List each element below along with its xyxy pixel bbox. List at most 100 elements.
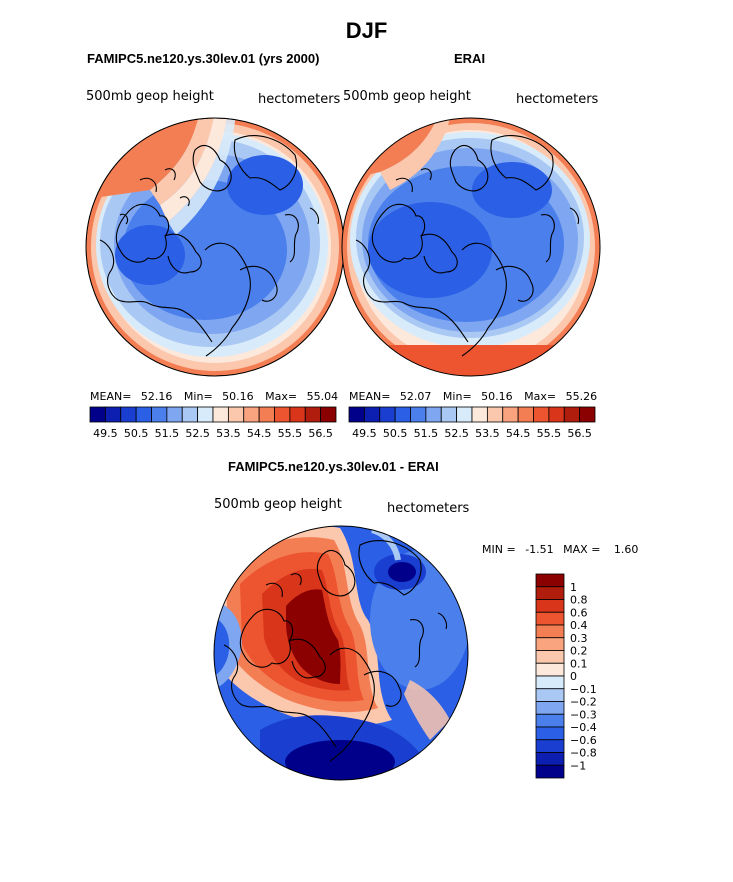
- mean-value: 52.16: [140, 390, 173, 403]
- colorbar-tick-label: 53.5: [216, 427, 241, 440]
- panel3-variable-label: 500mb geop height: [214, 497, 342, 512]
- colorbar-swatch: [348, 406, 365, 423]
- max-label: MAX =: [563, 543, 601, 556]
- colorbar-swatch: [535, 662, 565, 677]
- colorbar-tick-label: 50.5: [124, 427, 149, 440]
- max-label: Max=: [265, 390, 298, 403]
- colorbar-swatch: [394, 406, 411, 423]
- min-label: Min=: [442, 390, 472, 403]
- max-value: 1.60: [613, 543, 639, 556]
- colorbar-swatch: [502, 406, 519, 423]
- colorbar-swatch: [197, 406, 214, 423]
- colorbar-tick-label: −0.2: [570, 696, 597, 709]
- min-value: 50.16: [481, 390, 513, 403]
- colorbar-swatch: [535, 675, 565, 690]
- colorbar-swatch: [289, 406, 306, 423]
- difference-colorbar: 10.80.60.40.30.20.10−0.1−0.2−0.3−0.4−0.6…: [535, 573, 597, 779]
- panel1-map: [86, 118, 344, 376]
- panel1-variable-label: 500mb geop height: [86, 89, 214, 104]
- panel1-title: FAMIPC5.ne120.ys.30lev.01 (yrs 2000): [87, 51, 320, 66]
- colorbar-swatch: [410, 406, 427, 423]
- colorbar-tick-label: 54.5: [247, 427, 272, 440]
- colorbar-tick-label: 0.4: [570, 619, 588, 632]
- colorbar-swatch: [425, 406, 442, 423]
- colorbar-swatch: [363, 406, 381, 423]
- min-label: Min=: [183, 390, 213, 403]
- colorbar-tick-label: −0.3: [570, 708, 597, 721]
- panel2-map: [342, 118, 600, 376]
- colorbar-swatch: [535, 599, 565, 613]
- colorbar-swatch: [533, 406, 550, 423]
- panel3-units-label: hectometers: [387, 501, 470, 516]
- mean-label: MEAN=: [90, 390, 132, 403]
- max-value: 55.26: [565, 390, 598, 403]
- colorbar-swatch: [535, 624, 565, 639]
- panel2-title: ERAI: [454, 51, 486, 66]
- panel2-variable-label: 500mb geop height: [343, 89, 471, 104]
- min-value: 50.16: [222, 390, 254, 403]
- panel1-colorbar: 49.5 50.5 51.5 52.5 53.5 54.5 55.5 56.5: [89, 406, 337, 440]
- colorbar-swatch: [535, 764, 565, 779]
- colorbar-swatch: [535, 650, 565, 664]
- colorbar-swatch: [379, 406, 396, 423]
- colorbar-tick-label: 56.5: [308, 427, 333, 440]
- colorbar-swatch: [456, 406, 473, 423]
- colorbar-swatch: [471, 406, 488, 423]
- colorbar-swatch: [535, 701, 565, 715]
- panel3-stats: MIN = -1.51 MAX = 1.60: [482, 543, 638, 556]
- colorbar-tick-label: −0.1: [570, 683, 597, 696]
- colorbar-swatch: [486, 406, 504, 423]
- colorbar-swatch: [104, 406, 122, 423]
- mean-value: 52.07: [399, 390, 432, 403]
- colorbar-swatch: [212, 406, 229, 423]
- colorbar-swatch: [563, 406, 581, 423]
- colorbar-tick-label: 54.5: [506, 427, 531, 440]
- colorbar-swatch: [517, 406, 534, 423]
- colorbar-swatch: [548, 406, 565, 423]
- panel2-colorbar: 49.5 50.5 51.5 52.5 53.5 54.5 55.5 56.5: [348, 406, 596, 440]
- colorbar-tick-label: 0.6: [570, 606, 588, 619]
- colorbar-tick-label: −0.6: [570, 734, 597, 747]
- colorbar-tick-label: 51.5: [155, 427, 180, 440]
- colorbar-swatch: [535, 713, 565, 728]
- colorbar-tick-label: −0.4: [570, 721, 597, 734]
- colorbar-tick-label: 52.5: [185, 427, 210, 440]
- panel1-stats: MEAN= 52.16 Min= 50.16 Max= 55.04: [90, 390, 338, 403]
- colorbar-tick-label: 53.5: [475, 427, 500, 440]
- colorbar-swatch: [181, 406, 199, 423]
- colorbar-tick-label: 0.8: [570, 594, 588, 607]
- colorbar-swatch: [320, 406, 337, 423]
- colorbar-tick-label: 56.5: [567, 427, 592, 440]
- colorbar-swatch: [535, 752, 565, 766]
- colorbar-tick-label: 55.5: [278, 427, 303, 440]
- mean-label: MEAN=: [349, 390, 391, 403]
- colorbar-swatch: [535, 637, 565, 651]
- colorbar-swatch: [243, 406, 260, 423]
- colorbar-tick-label: 52.5: [444, 427, 469, 440]
- panel1-units-label: hectometers: [258, 92, 341, 107]
- max-value: 55.04: [306, 390, 339, 403]
- figure-title: DJF: [345, 18, 388, 43]
- colorbar-swatch: [535, 611, 565, 626]
- colorbar-swatch: [304, 406, 322, 423]
- colorbar-swatch: [151, 406, 168, 423]
- panel3-map: [214, 526, 468, 780]
- panel3-title: FAMIPC5.ne120.ys.30lev.01 - ERAI: [228, 459, 439, 474]
- colorbar-tick-label: 49.5: [352, 427, 377, 440]
- colorbar-swatch: [120, 406, 137, 423]
- colorbar-swatch: [227, 406, 245, 423]
- colorbar-tick-label: 0.1: [570, 657, 588, 670]
- colorbar-tick-label: 0: [570, 670, 577, 683]
- panel2-map-border: [341, 117, 601, 377]
- colorbar-swatch: [166, 406, 183, 423]
- colorbar-swatch: [89, 406, 106, 423]
- colorbar-swatch: [535, 739, 565, 753]
- colorbar-swatch: [535, 586, 565, 600]
- colorbar-swatch: [535, 573, 565, 588]
- colorbar-swatch: [440, 406, 458, 423]
- colorbar-tick-label: −1: [570, 759, 586, 772]
- colorbar-swatch: [535, 688, 565, 702]
- panel2-stats: MEAN= 52.07 Min= 50.16 Max= 55.26: [349, 390, 597, 403]
- colorbar-tick-label: 50.5: [383, 427, 408, 440]
